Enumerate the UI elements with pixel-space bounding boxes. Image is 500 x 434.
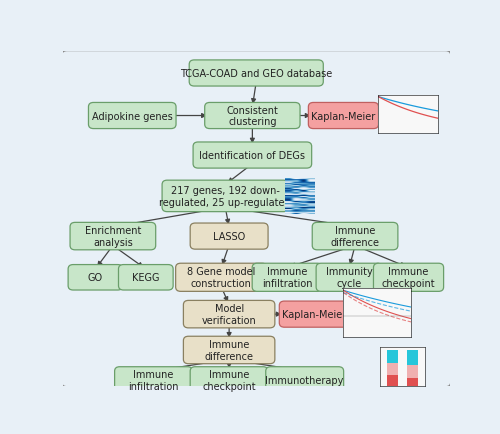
FancyBboxPatch shape: [316, 263, 382, 292]
Text: Immunotherapy: Immunotherapy: [266, 375, 344, 385]
Text: Immune
checkpoint: Immune checkpoint: [202, 369, 256, 391]
FancyBboxPatch shape: [68, 265, 123, 290]
FancyBboxPatch shape: [118, 265, 173, 290]
Text: Adipokine genes: Adipokine genes: [92, 111, 172, 121]
FancyBboxPatch shape: [184, 336, 275, 364]
FancyBboxPatch shape: [190, 367, 268, 394]
FancyBboxPatch shape: [204, 103, 300, 129]
FancyBboxPatch shape: [308, 103, 378, 129]
FancyBboxPatch shape: [62, 51, 451, 387]
Text: 8 Gene model
construction: 8 Gene model construction: [187, 267, 256, 289]
Text: Immunity
cycle: Immunity cycle: [326, 267, 372, 289]
FancyBboxPatch shape: [252, 263, 322, 292]
Text: Immune
difference: Immune difference: [204, 339, 254, 361]
Text: 217 genes, 192 down-
regulated, 25 up-regulated: 217 genes, 192 down- regulated, 25 up-re…: [160, 186, 291, 207]
FancyBboxPatch shape: [193, 143, 312, 169]
FancyBboxPatch shape: [184, 301, 275, 328]
Text: Enrichment
analysis: Enrichment analysis: [84, 226, 141, 247]
FancyBboxPatch shape: [70, 223, 156, 250]
Text: Immune
infiltration: Immune infiltration: [128, 369, 179, 391]
Text: KEGG: KEGG: [132, 273, 160, 283]
FancyBboxPatch shape: [374, 263, 444, 292]
Text: Immune
checkpoint: Immune checkpoint: [382, 267, 436, 289]
FancyBboxPatch shape: [189, 61, 324, 87]
FancyBboxPatch shape: [190, 224, 268, 250]
Text: Immune
infiltration: Immune infiltration: [262, 267, 312, 289]
Text: Kaplan-Meier: Kaplan-Meier: [282, 309, 346, 319]
Text: Identification of DEGs: Identification of DEGs: [200, 151, 306, 161]
FancyBboxPatch shape: [266, 367, 344, 394]
FancyBboxPatch shape: [114, 367, 192, 394]
Text: GO: GO: [88, 273, 103, 283]
Text: Model
verification: Model verification: [202, 304, 256, 325]
FancyBboxPatch shape: [176, 263, 267, 292]
FancyBboxPatch shape: [280, 301, 349, 327]
FancyBboxPatch shape: [162, 181, 288, 212]
FancyBboxPatch shape: [312, 223, 398, 250]
Text: LASSO: LASSO: [213, 232, 245, 242]
Text: TCGA-COAD and GEO database: TCGA-COAD and GEO database: [180, 69, 332, 79]
FancyBboxPatch shape: [88, 103, 176, 129]
Text: Kaplan-Meier: Kaplan-Meier: [312, 111, 376, 121]
Text: Consistent
clustering: Consistent clustering: [226, 105, 278, 127]
Text: Immune
difference: Immune difference: [330, 226, 380, 247]
